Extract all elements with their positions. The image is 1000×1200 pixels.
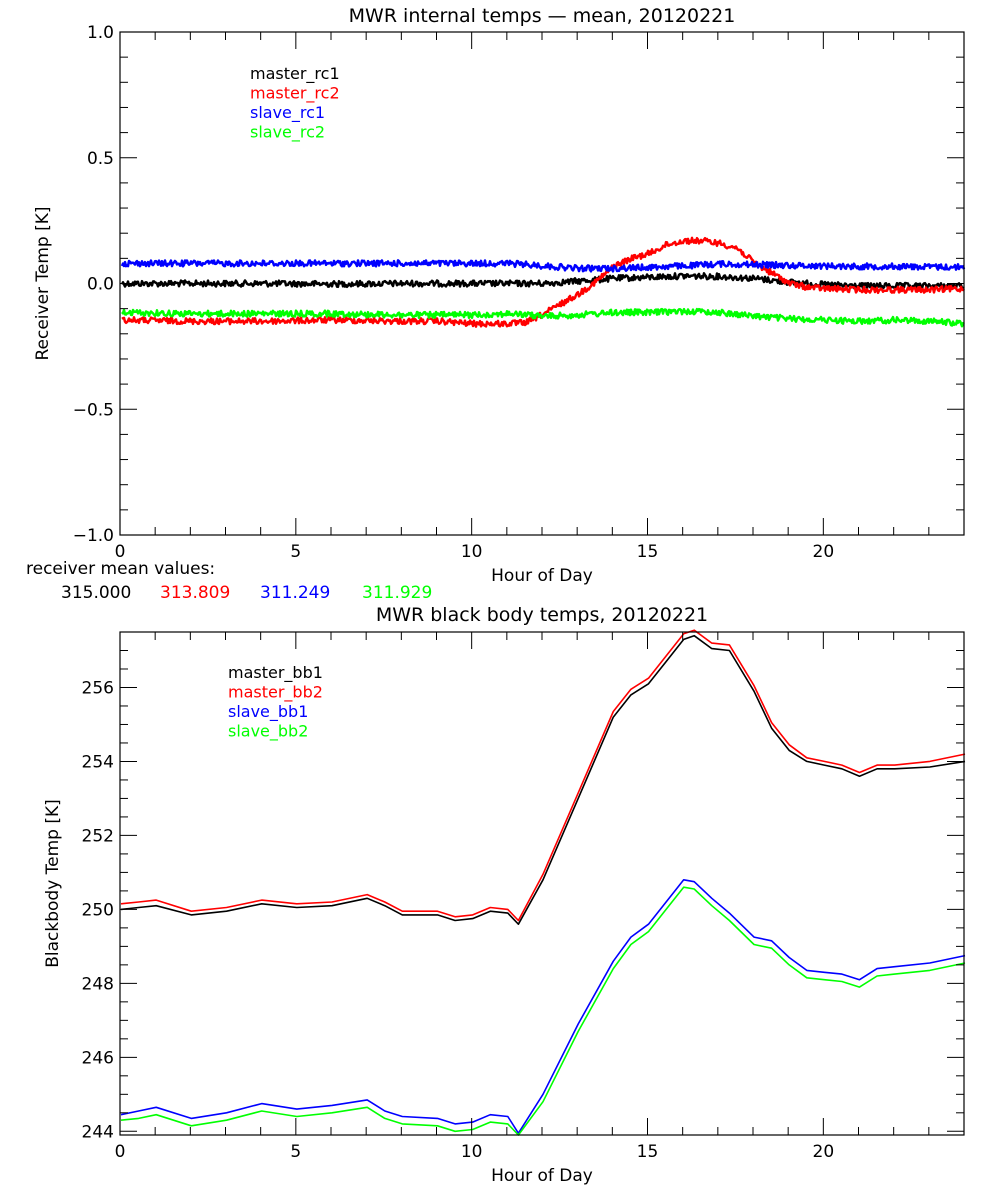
x-tick-label: 5 bbox=[290, 542, 301, 562]
y-tick-label: 250 bbox=[82, 900, 114, 920]
x-axis-label: Hour of Day bbox=[491, 566, 593, 586]
legend-entry-master-rc2: master_rc2 bbox=[250, 84, 340, 104]
series-line-master-bb2 bbox=[120, 629, 966, 922]
series-line-slave-bb1 bbox=[120, 878, 966, 1134]
y-tick-label: 246 bbox=[82, 1048, 114, 1068]
y-tick-label: 254 bbox=[82, 752, 114, 772]
series-line-master-bb1 bbox=[120, 634, 966, 926]
series-line-slave-rc2 bbox=[121, 307, 965, 328]
y-axis-label: Receiver Temp [K] bbox=[33, 206, 53, 360]
legend-entry-master-bb1: master_bb1 bbox=[228, 663, 323, 683]
x-tick-label: 15 bbox=[637, 1142, 659, 1162]
receiver-temp-panel: MWR internal temps — mean, 20120221 0 5 10 1… bbox=[26, 5, 966, 603]
legend-entry-slave-rc1: slave_rc1 bbox=[250, 103, 325, 123]
x-tick-label: 0 bbox=[115, 1142, 126, 1162]
mean-value-3: 311.249 bbox=[260, 583, 330, 603]
legend-entry-master-bb2: master_bb2 bbox=[228, 683, 323, 703]
x-tick-label: 20 bbox=[813, 1142, 835, 1162]
mean-value-4: 311.929 bbox=[362, 583, 432, 603]
series-line-slave-rc1 bbox=[120, 259, 966, 273]
y-tick-label: −1.0 bbox=[73, 526, 114, 546]
x-tick-label: 15 bbox=[637, 542, 659, 562]
x-tick-label: 10 bbox=[461, 542, 483, 562]
y-tick-label: 1.0 bbox=[87, 23, 114, 43]
legend-entry-master-rc1: master_rc1 bbox=[250, 64, 340, 84]
y-tick-label: 252 bbox=[82, 826, 114, 846]
y-tick-label: 248 bbox=[82, 974, 114, 994]
y-axis-label: Blackbody Temp [K] bbox=[43, 799, 63, 968]
x-tick-label: 10 bbox=[461, 1142, 483, 1162]
y-tick-label: 0.5 bbox=[87, 149, 114, 169]
legend-entry-slave-bb2: slave_bb2 bbox=[228, 722, 308, 742]
mean-values-label: receiver mean values: bbox=[26, 559, 215, 579]
chart-title: MWR black body temps, 20120221 bbox=[376, 604, 708, 626]
x-tick-label: 20 bbox=[813, 542, 835, 562]
series-line-master-rc1 bbox=[120, 272, 965, 291]
x-axis-label: Hour of Day bbox=[491, 1166, 593, 1186]
x-tick-label: 5 bbox=[290, 1142, 301, 1162]
legend-entry-slave-bb1: slave_bb1 bbox=[228, 702, 308, 722]
legend-entry-slave-rc2: slave_rc2 bbox=[250, 123, 325, 143]
mean-value-1: 315.000 bbox=[61, 583, 131, 603]
blackbody-temp-panel: MWR black body temps, 20120221 0 5 10 15 20 Ho… bbox=[43, 604, 966, 1186]
y-tick-label: −0.5 bbox=[73, 400, 114, 420]
y-tick-label: 244 bbox=[82, 1122, 114, 1142]
series-line-slave-bb2 bbox=[120, 886, 966, 1136]
y-tick-label: 256 bbox=[82, 678, 114, 698]
y-tick-label: 0.0 bbox=[87, 275, 114, 295]
x-tick-label: 0 bbox=[115, 542, 126, 562]
mean-value-2: 313.809 bbox=[160, 583, 230, 603]
chart-title: MWR internal temps — mean, 20120221 bbox=[349, 5, 736, 27]
